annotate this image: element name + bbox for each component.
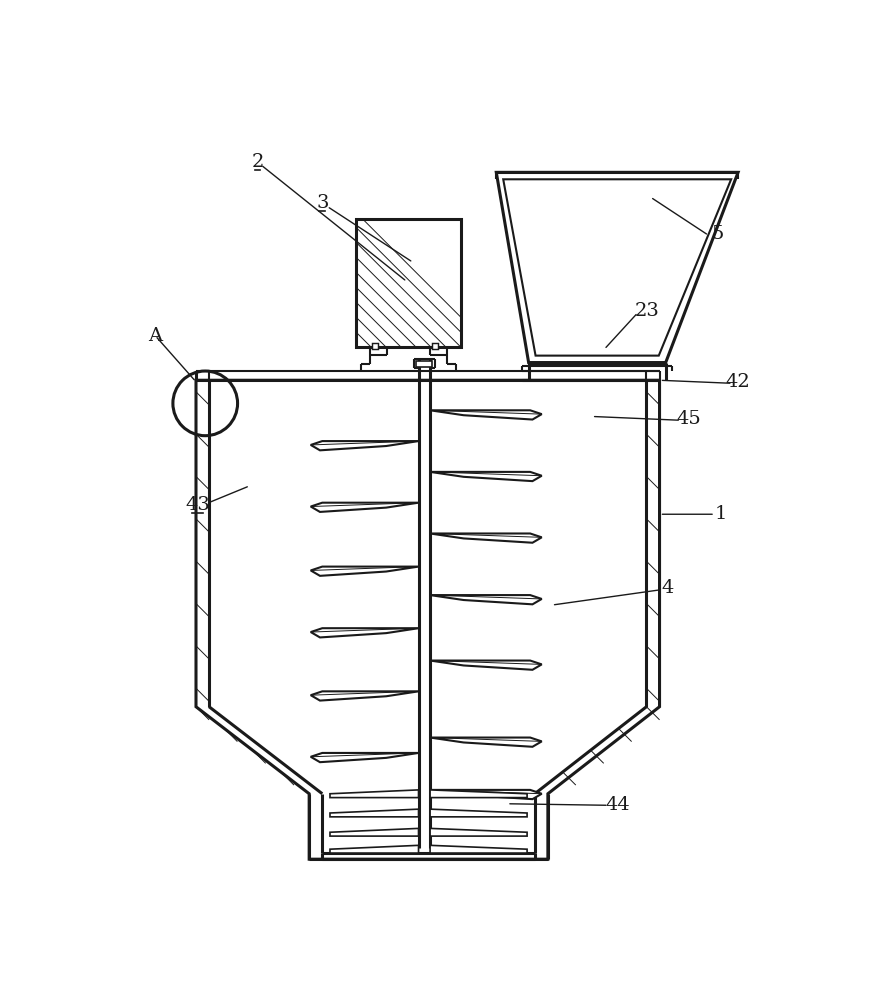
Polygon shape: [430, 738, 542, 747]
Polygon shape: [311, 628, 419, 637]
Bar: [356, 219, 461, 347]
Polygon shape: [330, 790, 419, 798]
Text: 45: 45: [676, 410, 701, 428]
Polygon shape: [311, 567, 419, 576]
Polygon shape: [430, 533, 542, 543]
Polygon shape: [430, 661, 542, 670]
Polygon shape: [430, 595, 542, 604]
Text: 2: 2: [251, 153, 264, 171]
Bar: [432, 343, 438, 349]
Text: 4: 4: [661, 579, 673, 597]
Text: 42: 42: [726, 373, 750, 391]
Polygon shape: [311, 753, 419, 762]
Bar: [372, 343, 378, 349]
Text: 23: 23: [635, 302, 659, 320]
Text: A: A: [148, 327, 162, 345]
Polygon shape: [496, 172, 738, 363]
Bar: [416, 361, 433, 367]
Polygon shape: [430, 845, 527, 853]
Polygon shape: [430, 790, 542, 799]
Text: 43: 43: [185, 496, 210, 514]
Polygon shape: [330, 828, 419, 836]
Polygon shape: [430, 410, 542, 420]
Polygon shape: [430, 472, 542, 481]
Polygon shape: [430, 828, 527, 836]
Polygon shape: [330, 845, 419, 853]
Polygon shape: [430, 809, 527, 817]
Polygon shape: [330, 809, 419, 817]
Polygon shape: [504, 179, 731, 356]
Polygon shape: [430, 790, 527, 798]
Text: 3: 3: [316, 194, 328, 212]
Text: 5: 5: [712, 225, 723, 243]
Polygon shape: [311, 441, 419, 450]
Polygon shape: [311, 691, 419, 701]
Text: 1: 1: [715, 505, 727, 523]
Polygon shape: [311, 503, 419, 512]
Text: 44: 44: [605, 796, 630, 814]
